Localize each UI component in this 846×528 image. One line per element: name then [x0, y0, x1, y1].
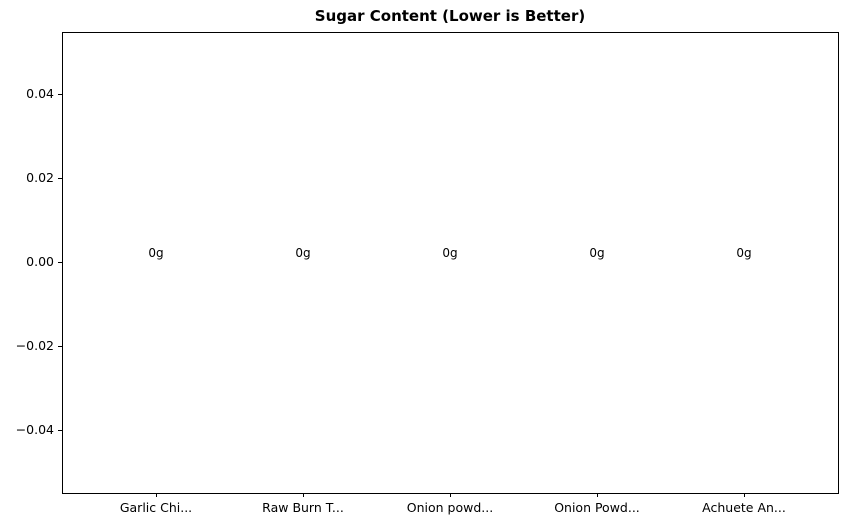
- x-tick-label: Onion powd...: [406, 500, 494, 515]
- chart-title: Sugar Content (Lower is Better): [314, 7, 586, 25]
- x-tick-mark: [450, 493, 451, 497]
- bar-value-label: 0g: [295, 246, 311, 260]
- y-tick-mark: [58, 346, 62, 347]
- x-tick-label: Garlic Chi...: [119, 500, 193, 515]
- x-tick-mark: [744, 493, 745, 497]
- y-tick-label: 0.04: [26, 86, 54, 101]
- y-tick-label: −0.04: [15, 422, 54, 437]
- y-tick-mark: [58, 262, 62, 263]
- bar-value-label: 0g: [736, 246, 752, 260]
- x-tick-mark: [597, 493, 598, 497]
- x-tick-label: Achuete An...: [702, 500, 786, 515]
- y-tick-label: −0.02: [15, 338, 54, 353]
- y-tick-mark: [58, 178, 62, 179]
- x-tick-label: Raw Burn T...: [262, 500, 344, 515]
- y-tick-label: 0.02: [26, 170, 54, 185]
- y-tick-mark: [58, 94, 62, 95]
- y-tick-mark: [58, 430, 62, 431]
- bar-value-label: 0g: [589, 246, 605, 260]
- y-tick-label: 0.00: [26, 254, 54, 269]
- x-tick-mark: [156, 493, 157, 497]
- x-tick-mark: [303, 493, 304, 497]
- plot-area: [62, 32, 839, 494]
- bar-value-label: 0g: [442, 246, 458, 260]
- x-tick-label: Onion Powd...: [554, 500, 640, 515]
- bar-value-label: 0g: [148, 246, 164, 260]
